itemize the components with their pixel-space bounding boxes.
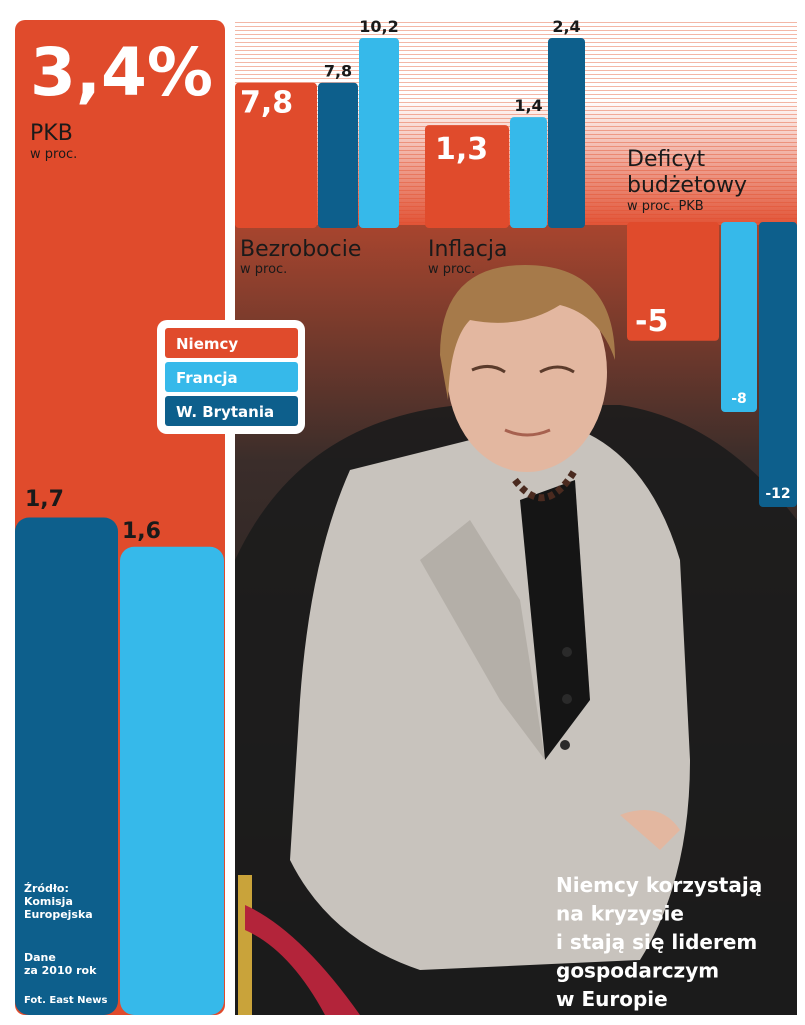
legend-swatch-brytania <box>165 396 298 426</box>
chart-title-pkb: PKB <box>30 121 73 146</box>
chart-subtitle-bezrobocie: w proc. <box>240 262 287 277</box>
legend-swatch-niemcy <box>165 328 298 358</box>
bar-deficyt-francja <box>721 222 757 412</box>
bar-deficyt-niemcy <box>627 222 719 341</box>
value-label-inflacja-brytania: 2,4 <box>552 17 580 36</box>
legend-label-brytania: W. Brytania <box>176 403 274 421</box>
year-line-1: Dane <box>24 951 56 964</box>
year-line-2: za 2010 rok <box>24 964 97 977</box>
legend-label-niemcy: Niemcy <box>176 335 238 353</box>
bar-pkb-brytania <box>15 517 118 1015</box>
value-label-bezrobocie-brytania: 7,8 <box>324 62 352 81</box>
bar-inflacja-francja <box>510 117 547 228</box>
caption-line-1: Niemcy korzystają <box>556 873 762 897</box>
value-label-inflacja-niemcy: 1,3 <box>435 132 488 167</box>
source-line-1: Źródło: <box>24 882 69 895</box>
bar-deficyt-brytania <box>759 222 797 507</box>
legend-swatch-francja <box>165 362 298 392</box>
chart-title-deficyt-line2: budżetowy <box>627 173 747 198</box>
photo-credit: Fot. East News <box>24 995 108 1006</box>
legend-label-francja: Francja <box>176 369 238 387</box>
caption-line-3: i stają się liderem <box>556 930 757 954</box>
chart-subtitle-inflacja: w proc. <box>428 262 475 277</box>
value-label-pkb-niemcy: 3,4% <box>30 34 213 111</box>
caption-line-2: na kryzysie <box>556 902 684 926</box>
bar-inflacja-brytania <box>548 38 585 228</box>
bar-bezrobocie-brytania <box>318 82 358 229</box>
caption-line-4: gospodarczym <box>556 959 719 983</box>
value-label-pkb-francja: 1,6 <box>122 519 161 544</box>
woman-photo-icon <box>235 225 797 1015</box>
chart-title-deficyt-line1: Deficyt <box>627 147 705 172</box>
bar-bezrobocie-francja <box>359 38 399 228</box>
chart-subtitle-pkb: w proc. <box>30 147 77 162</box>
value-label-bezrobocie-niemcy: 7,8 <box>240 86 293 121</box>
chart-subtitle-deficyt: w proc. PKB <box>627 199 704 214</box>
bar-pkb-francja <box>120 546 224 1015</box>
chart-title-bezrobocie: Bezrobocie <box>240 237 361 262</box>
value-label-deficyt-niemcy: -5 <box>635 304 668 339</box>
chart-title-inflacja: Inflacja <box>428 237 507 262</box>
bar-bezrobocie-niemcy <box>235 82 317 229</box>
value-label-deficyt-francja: -8 <box>731 391 747 407</box>
value-label-pkb-brytania: 1,7 <box>25 487 64 512</box>
caption-line-5: w Europie <box>556 987 668 1011</box>
value-label-deficyt-brytania: -12 <box>765 486 790 502</box>
value-label-inflacja-francja: 1,4 <box>514 96 542 115</box>
source-line-2: Komisja <box>24 895 73 908</box>
bar-inflacja-niemcy <box>425 125 509 228</box>
value-label-bezrobocie-francja: 10,2 <box>359 17 398 36</box>
source-line-3: Europejska <box>24 908 93 921</box>
